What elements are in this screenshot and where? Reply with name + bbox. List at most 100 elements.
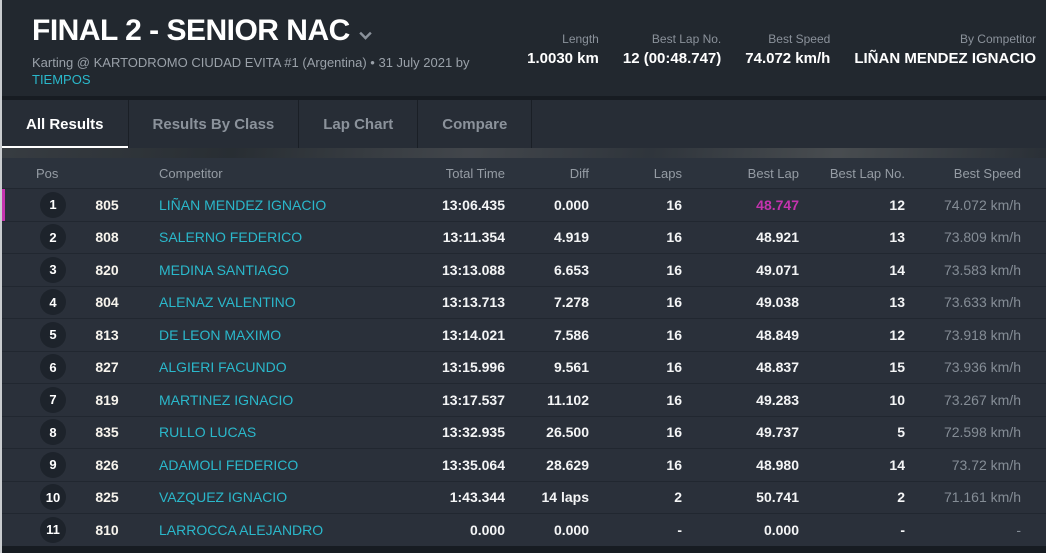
best-lap-value: 48.849 xyxy=(756,326,799,343)
tab-lap-chart[interactable]: Lap Chart xyxy=(299,100,419,148)
competitor-link[interactable]: MARTINEZ IGNACIO xyxy=(159,391,294,408)
organizer-link[interactable]: TIEMPOS xyxy=(32,72,91,87)
table-row[interactable]: 11 810 LARROCCA ALEJANDRO 0.000 0.000 - … xyxy=(2,513,1046,546)
best-speed-value: 73.633 km/h xyxy=(943,294,1021,311)
stat-label: Length xyxy=(562,32,599,46)
kart-number: 813 xyxy=(95,326,119,343)
position-badge: 7 xyxy=(40,386,66,413)
position-cell: 1 xyxy=(2,191,77,218)
best-lap-no-value: 15 xyxy=(889,359,905,376)
column-header-pos: Pos xyxy=(36,165,59,181)
table-row[interactable]: 7 819 MARTINEZ IGNACIO 13:17.537 11.102 … xyxy=(2,383,1046,416)
table-row[interactable]: 9 826 ADAMOLI FEDERICO 13:35.064 28.629 … xyxy=(2,448,1046,481)
position-badge: 8 xyxy=(40,419,66,446)
column-header-laps: Laps xyxy=(653,165,682,181)
best-speed-value: 71.161 km/h xyxy=(943,489,1021,506)
best-speed-value: 73.267 km/h xyxy=(943,391,1021,408)
table-row[interactable]: 10 825 VAZQUEZ IGNACIO 1:43.344 14 laps … xyxy=(2,480,1046,513)
tab-all-results[interactable]: All Results xyxy=(2,100,129,148)
table-row[interactable]: 2 808 SALERNO FEDERICO 13:11.354 4.919 1… xyxy=(2,220,1046,253)
diff-value: 26.500 xyxy=(546,424,589,441)
diff-value: 0.000 xyxy=(553,521,589,538)
competitor-link[interactable]: RULLO LUCAS xyxy=(159,424,257,441)
best-lap-no-value: 13 xyxy=(889,294,905,311)
laps-value: 16 xyxy=(666,326,682,343)
best-speed-value: 73.583 km/h xyxy=(943,261,1021,278)
kart-number: 808 xyxy=(95,229,119,246)
session-header: FINAL 2 - SENIOR NAC Karting @ KARTODROM… xyxy=(2,0,1046,96)
column-header-competitor: Competitor xyxy=(159,165,223,181)
competitor-link[interactable]: ALENAZ VALENTINO xyxy=(159,294,296,311)
total-time-value: 1:43.344 xyxy=(449,489,505,506)
stat-length: Length 1.0030 km xyxy=(527,32,599,67)
best-lap-no-value: 5 xyxy=(897,424,905,441)
tab-compare[interactable]: Compare xyxy=(418,100,533,148)
laps-value: 16 xyxy=(666,261,682,278)
kart-number: 825 xyxy=(95,489,119,506)
banner-image xyxy=(2,148,1046,158)
position-cell: 9 xyxy=(2,451,77,478)
laps-value: 16 xyxy=(666,424,682,441)
diff-value: 28.629 xyxy=(546,456,589,473)
session-stats: Length 1.0030 km Best Lap No. 12 (00:48.… xyxy=(527,0,1046,96)
best-lap-no-value: 13 xyxy=(889,229,905,246)
total-time-value: 13:17.537 xyxy=(441,391,505,408)
best-lap-no-value: 10 xyxy=(889,391,905,408)
position-cell: 7 xyxy=(2,386,77,413)
best-lap-value: 48.837 xyxy=(756,359,799,376)
competitor-link[interactable]: MEDINA SANTIAGO xyxy=(159,261,289,278)
position-cell: 4 xyxy=(2,289,77,316)
table-header-row: Pos Competitor Total Time Diff Laps Best… xyxy=(2,158,1046,188)
table-row[interactable]: 8 835 RULLO LUCAS 13:32.935 26.500 16 49… xyxy=(2,415,1046,448)
competitor-cell: RULLO LUCAS xyxy=(137,424,365,440)
total-time-value: 13:15.996 xyxy=(441,359,505,376)
total-time-value: 13:14.021 xyxy=(441,326,505,343)
total-time-value: 13:32.935 xyxy=(441,424,505,441)
competitor-cell: LIÑAN MENDEZ IGNACIO xyxy=(137,197,365,213)
competitor-link[interactable]: LARROCCA ALEJANDRO xyxy=(159,521,324,538)
total-time-value: 13:06.435 xyxy=(441,196,505,213)
table-row[interactable]: 4 804 ALENAZ VALENTINO 13:13.713 7.278 1… xyxy=(2,285,1046,318)
best-speed-value: 73.809 km/h xyxy=(943,229,1021,246)
competitor-link[interactable]: ALGIERI FACUNDO xyxy=(159,359,287,376)
diff-value: 4.919 xyxy=(553,229,589,246)
competitor-cell: SALERNO FEDERICO xyxy=(137,229,365,245)
competitor-link[interactable]: DE LEON MAXIMO xyxy=(159,326,282,343)
position-cell: 2 xyxy=(2,224,77,251)
best-lap-value: 49.038 xyxy=(756,294,799,311)
competitor-link[interactable]: VAZQUEZ IGNACIO xyxy=(159,489,288,506)
stat-label: Best Speed xyxy=(768,32,831,46)
competitor-cell: LARROCCA ALEJANDRO xyxy=(137,522,365,538)
competitor-link[interactable]: LIÑAN MENDEZ IGNACIO xyxy=(159,196,327,213)
diff-value: 14 laps xyxy=(541,489,589,506)
kart-number: 820 xyxy=(95,261,119,278)
tab-results-by-class[interactable]: Results By Class xyxy=(129,100,300,148)
competitor-cell: MEDINA SANTIAGO xyxy=(137,262,365,278)
competitor-cell: ALGIERI FACUNDO xyxy=(137,359,365,375)
position-badge: 9 xyxy=(40,451,66,478)
laps-value: 16 xyxy=(666,359,682,376)
best-speed-value: - xyxy=(1016,521,1021,538)
table-row[interactable]: 6 827 ALGIERI FACUNDO 13:15.996 9.561 16… xyxy=(2,350,1046,383)
best-lap-value: 50.741 xyxy=(756,489,799,506)
position-cell: 10 xyxy=(2,484,77,511)
best-speed-value: 72.598 km/h xyxy=(943,424,1021,441)
stat-label: Best Lap No. xyxy=(651,32,722,46)
results-table: Pos Competitor Total Time Diff Laps Best… xyxy=(2,158,1046,546)
column-header-total-time: Total Time xyxy=(445,165,505,181)
kart-number: 810 xyxy=(95,521,119,538)
competitor-link[interactable]: ADAMOLI FEDERICO xyxy=(159,456,299,473)
stat-value: 74.072 km/h xyxy=(745,50,831,67)
table-row[interactable]: 1 805 LIÑAN MENDEZ IGNACIO 13:06.435 0.0… xyxy=(2,188,1046,221)
total-time-value: 0.000 xyxy=(469,521,505,538)
chevron-down-icon[interactable] xyxy=(359,26,372,40)
diff-value: 9.561 xyxy=(553,359,589,376)
diff-value: 11.102 xyxy=(546,391,589,408)
best-speed-value: 73.72 km/h xyxy=(951,456,1021,473)
position-badge: 2 xyxy=(40,224,66,251)
competitor-link[interactable]: SALERNO FEDERICO xyxy=(159,229,303,246)
table-row[interactable]: 3 820 MEDINA SANTIAGO 13:13.088 6.653 16… xyxy=(2,253,1046,286)
total-time-value: 13:11.354 xyxy=(442,229,505,246)
position-cell: 3 xyxy=(2,256,77,283)
table-row[interactable]: 5 813 DE LEON MAXIMO 13:14.021 7.586 16 … xyxy=(2,318,1046,351)
